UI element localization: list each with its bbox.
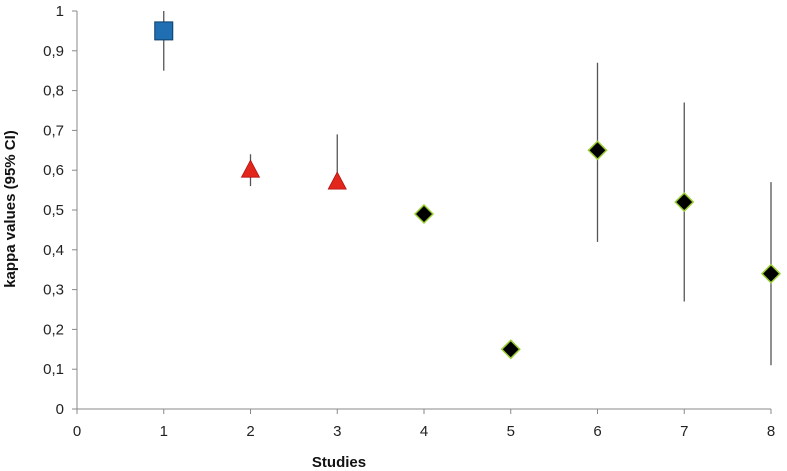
y-tick-label: 1	[56, 3, 64, 20]
data-point-study-5	[500, 339, 521, 360]
data-point-study-2	[240, 159, 261, 178]
y-tick-label: 0,6	[43, 162, 64, 179]
x-tick-label: 3	[333, 423, 341, 440]
x-tick-label: 1	[160, 423, 168, 440]
x-tick-label: 0	[73, 423, 81, 440]
x-tick-label: 2	[246, 423, 254, 440]
y-tick-label: 0,1	[43, 361, 64, 378]
error-bars	[163, 11, 772, 366]
axes	[72, 10, 772, 414]
y-axis-title: kappa values (95% CI)	[2, 130, 19, 288]
x-axis-title: Studies	[312, 454, 366, 471]
y-tick-label: 0,7	[43, 122, 64, 139]
y-tick-label: 0,3	[43, 282, 64, 299]
y-tick-label: 0,4	[43, 242, 64, 259]
y-tick-label: 0,9	[43, 43, 64, 60]
x-tick-label: 6	[593, 423, 601, 440]
data-markers	[154, 21, 782, 360]
x-tick-label: 4	[420, 423, 428, 440]
x-tick-label: 5	[507, 423, 515, 440]
y-tick-label: 0,2	[43, 321, 64, 338]
data-point-study-3	[327, 171, 347, 190]
y-tick-label: 0,8	[43, 83, 64, 100]
y-tick-label: 0,5	[43, 202, 64, 219]
data-point-study-4	[413, 203, 435, 225]
data-point-study-7	[674, 191, 695, 213]
data-point-study-8	[760, 263, 782, 284]
x-tick-label: 7	[680, 423, 688, 440]
y-tick-label: 0	[56, 401, 64, 418]
tick-labels: 0 0,1 0,2 0,3 0,4 0,5 0,6 0,7 0,8 0,9 1 0 1 2 3 4 5 6 7 8	[43, 3, 775, 440]
data-point-study-1	[154, 21, 174, 41]
data-point-study-6	[587, 140, 608, 161]
x-tick-label: 8	[767, 423, 775, 440]
